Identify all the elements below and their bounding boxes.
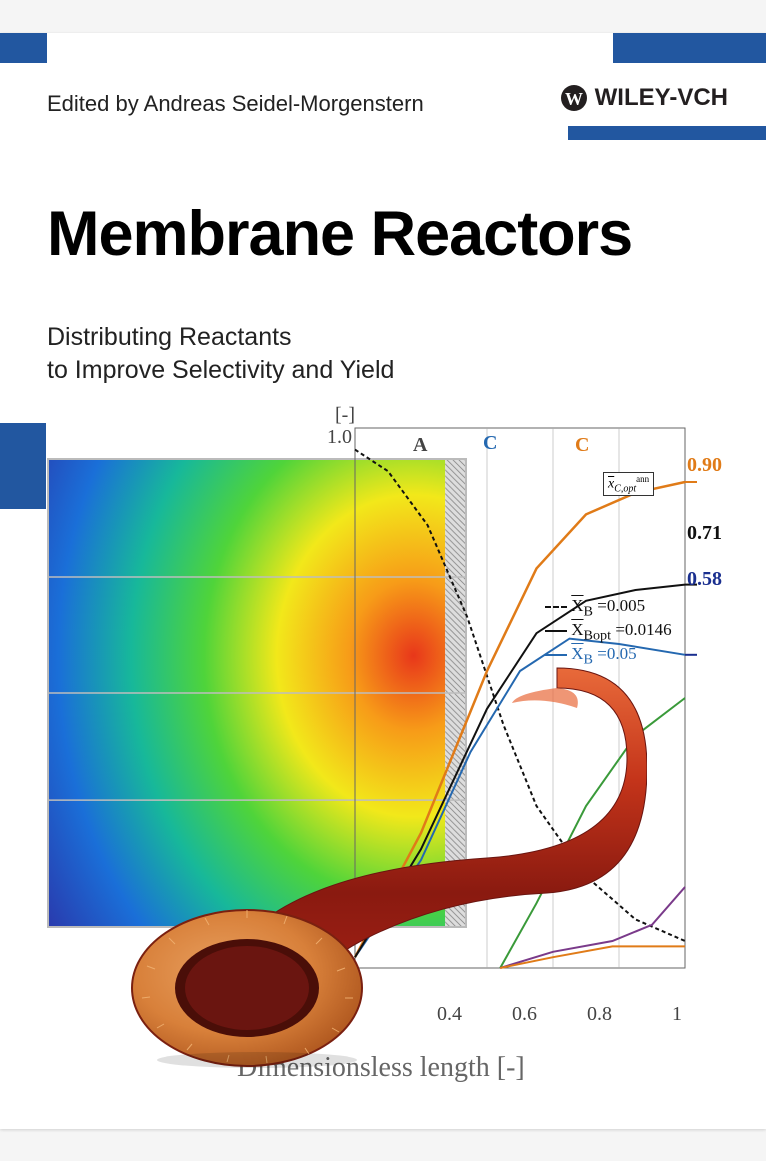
legend-entry-1: XBopt =0.0146 [545,620,672,644]
editor-byline: Edited by Andreas Seidel-Morgenstern [47,91,424,117]
xtick-3: 1 [672,1003,682,1026]
accent-bar-top-left [0,33,47,63]
top-label-A: A [413,434,427,457]
editor-prefix: Edited by [47,91,139,116]
yaxis-suffix: [-] [335,404,355,427]
legend-box-opt: xC,optann [603,472,654,496]
publisher-block: W WILEY-VCH [559,83,728,113]
book-subtitle: Distributing Reactants to Improve Select… [47,321,394,386]
publisher-logo-icon: W [559,83,589,113]
subtitle-line-2: to Improve Selectivity and Yield [47,354,394,387]
ytick-left-0: 1.0 [327,426,352,449]
publisher-name: WILEY-VCH [595,84,728,112]
book-cover: Edited by Andreas Seidel-Morgenstern W W… [0,33,766,1129]
subtitle-line-1: Distributing Reactants [47,321,394,354]
rtick-2: 0.58 [687,568,722,591]
top-label-C1: C [483,432,497,455]
cover-figure: 0.4 0.6 0.8 1 1.0 [-] 0.90 0.71 0.58 A C… [47,418,727,1083]
editor-name: Andreas Seidel-Morgenstern [144,91,424,116]
accent-bar-left [0,423,46,509]
svg-text:W: W [565,89,583,109]
book-title: Membrane Reactors [47,198,632,270]
legend-entry-0: XB =0.005 [545,596,645,620]
rtick-0: 0.90 [687,454,722,477]
accent-bar-top-right [613,33,766,63]
tube-graphic [87,648,647,1068]
rtick-1: 0.71 [687,522,722,545]
top-label-C2: C [575,434,589,457]
accent-bar-mid-right [568,126,766,140]
